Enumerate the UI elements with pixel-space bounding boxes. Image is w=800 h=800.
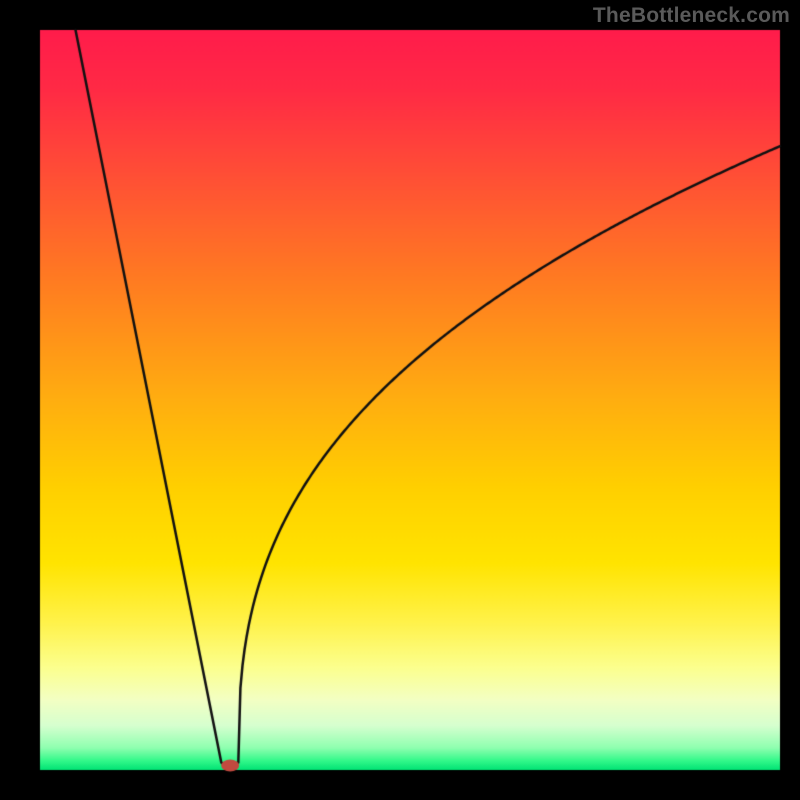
watermark-text: TheBottleneck.com	[593, 4, 790, 28]
chart-container: TheBottleneck.com	[0, 0, 800, 800]
bottleneck-curve-chart	[0, 0, 800, 800]
